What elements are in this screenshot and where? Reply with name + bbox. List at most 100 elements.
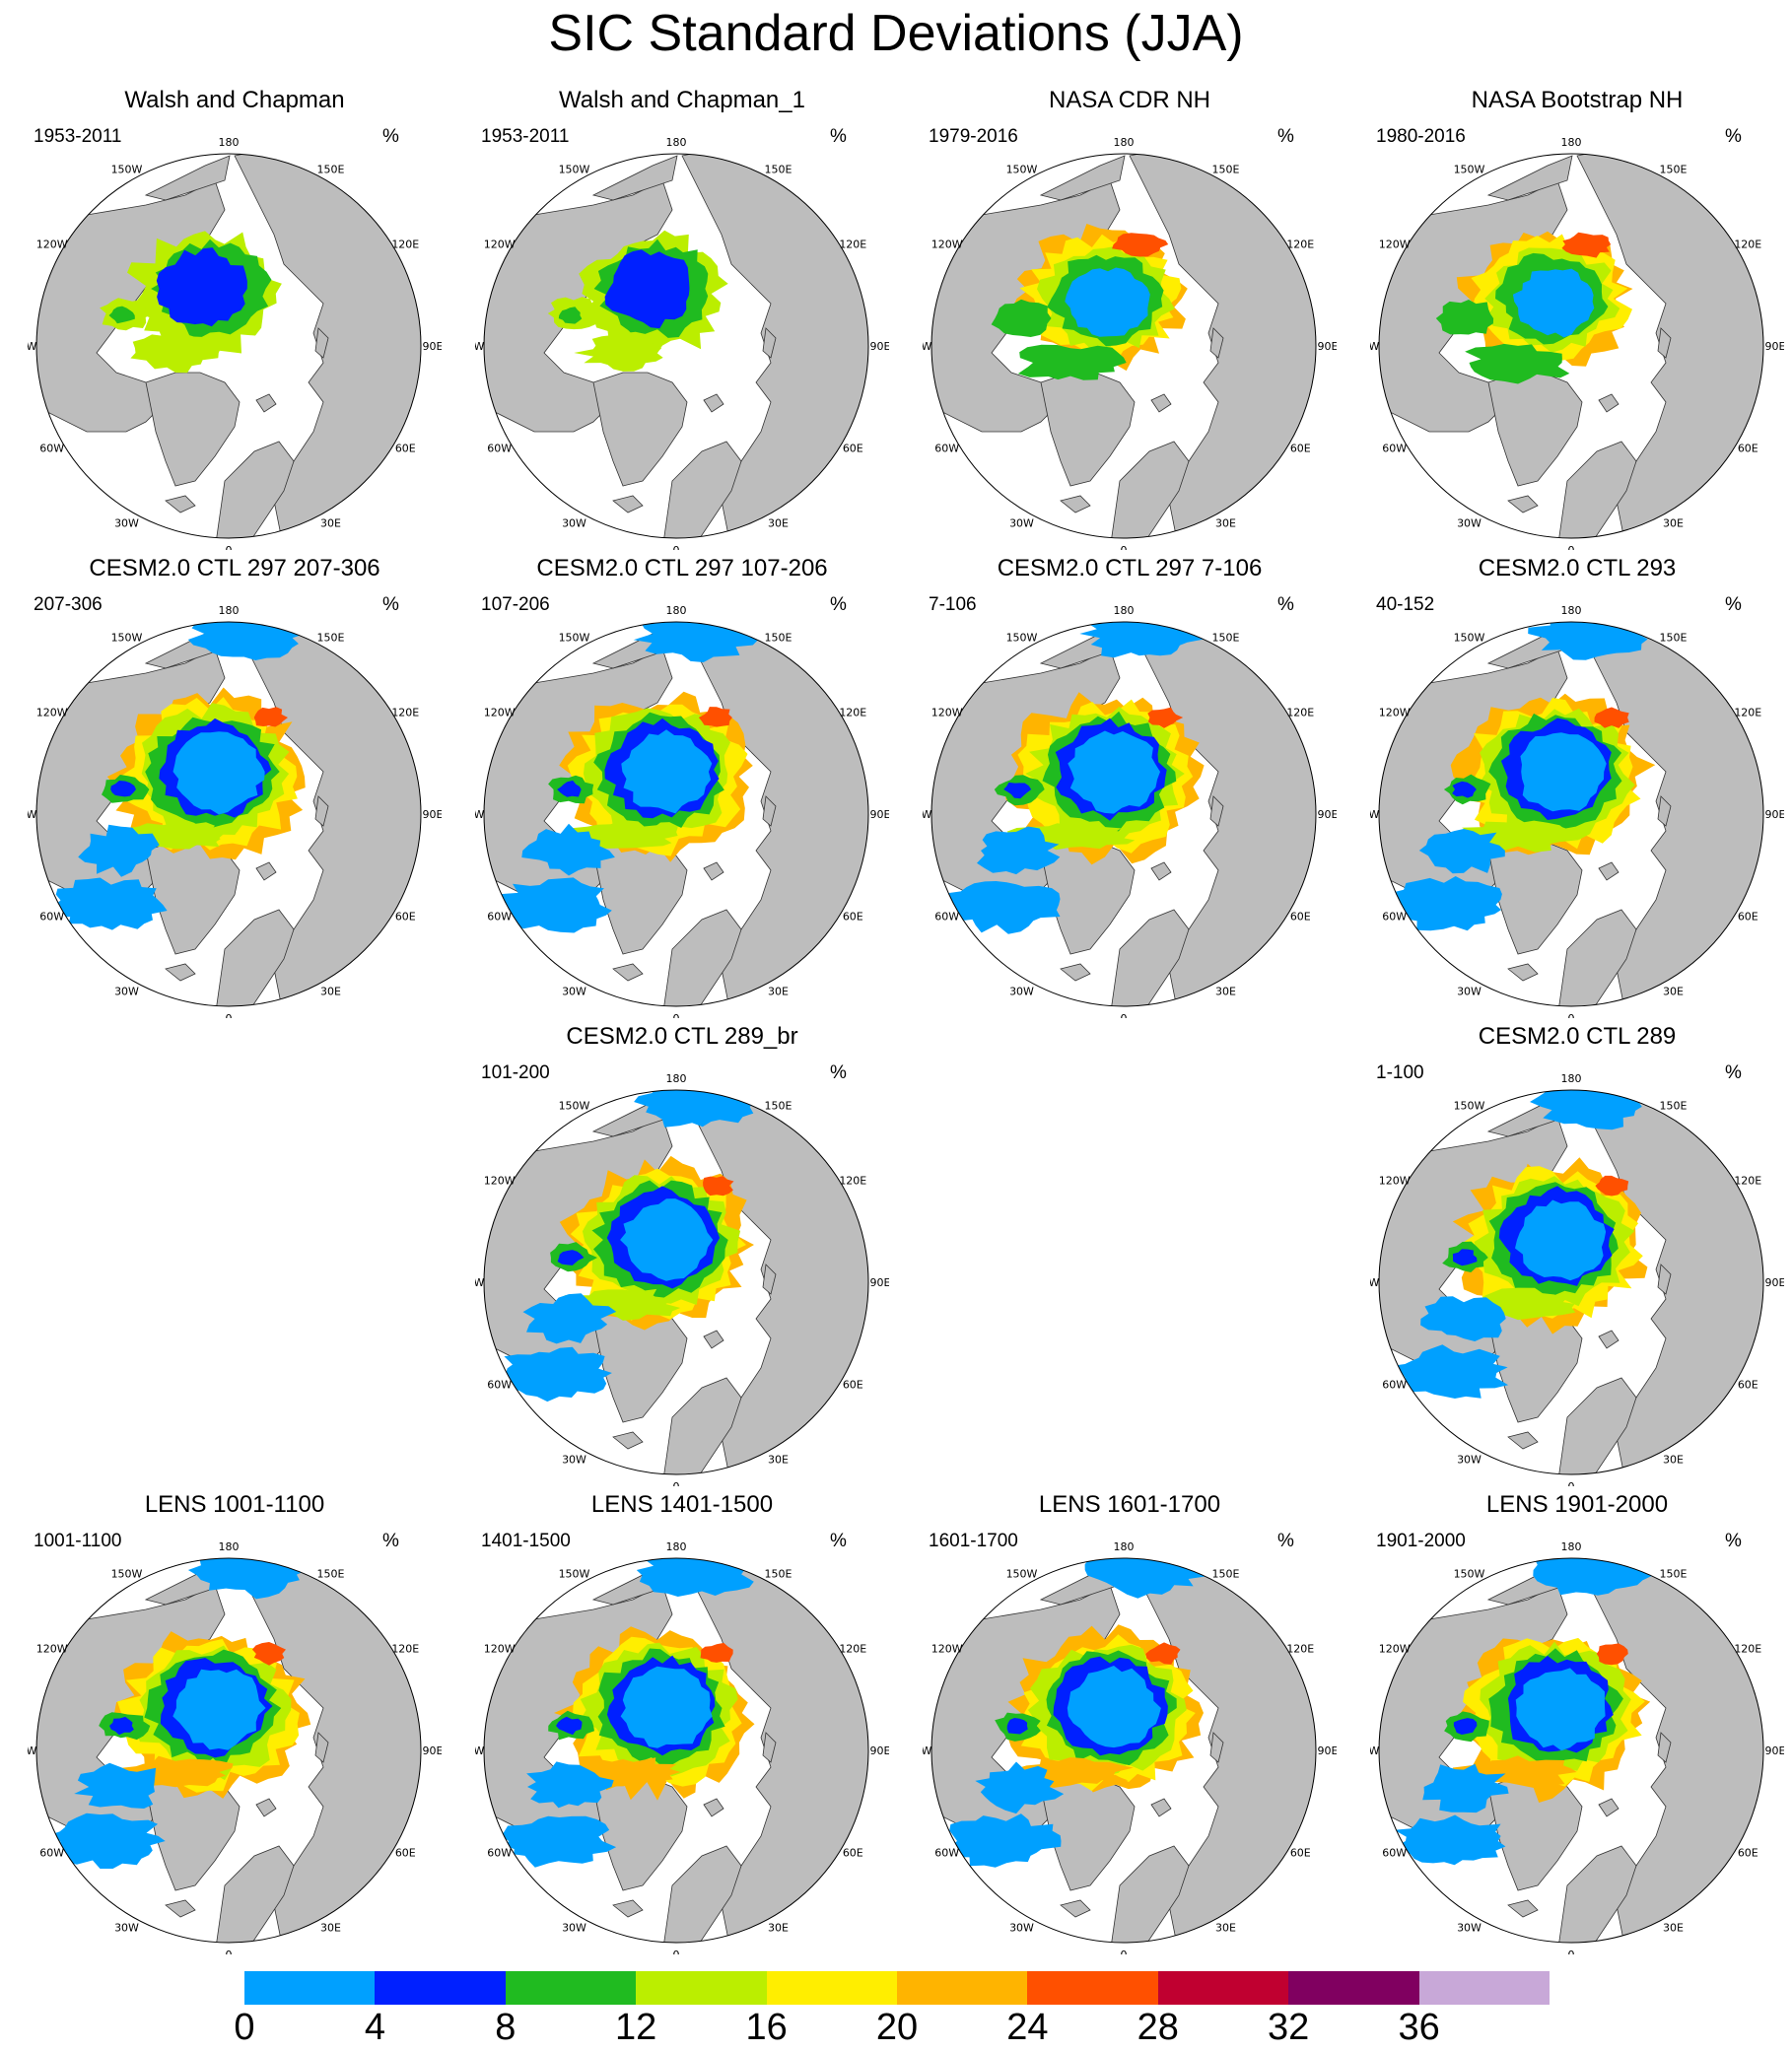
- colorbar-bin: [1027, 1971, 1158, 2005]
- longitude-label: 120W: [1379, 239, 1411, 251]
- longitude-label: 0: [673, 1949, 680, 1954]
- polar-map: 180 150E 120E 90E 60E 30E 0 30W 60W 90W 120W 150W: [1370, 1540, 1784, 1954]
- longitude-label: 120W: [484, 707, 516, 719]
- longitude-label: 90W: [475, 1276, 485, 1289]
- longitude-label: 90E: [870, 1276, 889, 1289]
- longitude-label: 30E: [1215, 985, 1236, 997]
- map-panel: CESM2.0 CTL 297 7-106 7-106% 180 150E 120E 90…: [923, 555, 1337, 1018]
- longitude-label: 150W: [1454, 164, 1485, 176]
- longitude-label: 60W: [1382, 443, 1407, 455]
- panel-period: 1401-1500: [481, 1531, 571, 1551]
- longitude-label: 120E: [391, 239, 419, 251]
- longitude-label: 150W: [111, 632, 143, 645]
- land: [762, 1732, 777, 1763]
- panel-period: 7-106: [929, 594, 977, 615]
- longitude-label: 180: [1114, 604, 1135, 617]
- land: [612, 495, 644, 513]
- longitude-label: 30E: [320, 516, 341, 529]
- longitude-label: 60W: [39, 1847, 64, 1860]
- longitude-label: 150E: [765, 164, 793, 176]
- longitude-label: 90W: [923, 1744, 932, 1757]
- longitude-label: 120E: [1734, 1175, 1761, 1188]
- longitude-label: 180: [1561, 1072, 1582, 1085]
- longitude-label: 120E: [839, 1643, 866, 1656]
- land: [1657, 327, 1672, 359]
- polar-map: 180 150E 120E 90E 60E 30E 0 30W 60W 90W 120W 150W: [1370, 136, 1784, 550]
- longitude-label: 30W: [562, 516, 586, 529]
- longitude-label: 90E: [870, 1744, 889, 1757]
- longitude-label: 30E: [1663, 516, 1684, 529]
- longitude-label: 60W: [487, 443, 512, 455]
- longitude-label: 30E: [1663, 985, 1684, 997]
- longitude-label: 0: [673, 1480, 680, 1486]
- longitude-label: 150E: [317, 632, 345, 645]
- colorbar-level-label: 8: [495, 2007, 517, 2048]
- panel-unit: %: [830, 1062, 847, 1083]
- longitude-label: 180: [219, 604, 240, 617]
- longitude-label: 60W: [487, 911, 512, 923]
- panel-unit: %: [1277, 126, 1294, 147]
- longitude-label: 90W: [475, 1744, 485, 1757]
- panel-unit: %: [1725, 1062, 1742, 1083]
- longitude-label: 60W: [487, 1379, 512, 1392]
- panel-title: CESM2.0 CTL 289: [1478, 1023, 1677, 1050]
- longitude-label: 0: [226, 544, 233, 550]
- longitude-label: 90W: [475, 340, 485, 353]
- longitude-label: 150E: [1212, 1568, 1240, 1581]
- longitude-label: 90E: [423, 340, 442, 353]
- longitude-label: 0: [673, 1012, 680, 1018]
- longitude-label: 120E: [1286, 239, 1314, 251]
- longitude-label: 90E: [423, 1744, 442, 1757]
- panel-period: 1901-2000: [1376, 1531, 1466, 1551]
- longitude-label: 150E: [765, 1100, 793, 1113]
- longitude-label: 0: [1568, 1012, 1575, 1018]
- longitude-label: 30E: [768, 985, 789, 997]
- longitude-label: 120E: [391, 1643, 419, 1656]
- map-panel: Walsh and Chapman_1 1953-2011% 180 150E 120E…: [475, 87, 889, 550]
- longitude-label: 60E: [1290, 1847, 1311, 1860]
- longitude-label: 150W: [559, 1100, 590, 1113]
- longitude-label: 150W: [1454, 1100, 1485, 1113]
- longitude-label: 150E: [1212, 632, 1240, 645]
- longitude-label: 60W: [39, 443, 64, 455]
- land: [314, 795, 329, 827]
- colorbar: [244, 1971, 1550, 2005]
- longitude-label: 180: [666, 604, 687, 617]
- land: [1150, 861, 1172, 881]
- colorbar-level-label: 28: [1137, 2007, 1179, 2048]
- land: [612, 1899, 644, 1918]
- land: [1556, 1377, 1637, 1474]
- longitude-label: 30W: [562, 1453, 586, 1466]
- longitude-label: 180: [1114, 136, 1135, 149]
- polar-map: 180 150E 120E 90E 60E 30E 0 30W 60W 90W 120W 150W: [28, 604, 442, 1018]
- colorbar-bin: [766, 1971, 897, 2005]
- panel-title: LENS 1901-2000: [1485, 1491, 1669, 1518]
- land: [1507, 495, 1539, 513]
- land: [255, 393, 277, 413]
- map-panel: LENS 1001-1100 1001-1100% 180 150E 120E 90E 60…: [28, 1491, 442, 1954]
- land: [1109, 1845, 1190, 1943]
- longitude-label: 30W: [1009, 516, 1034, 529]
- land: [1657, 795, 1672, 827]
- longitude-label: 120E: [1734, 239, 1761, 251]
- polar-map: 180 150E 120E 90E 60E 30E 0 30W 60W 90W 120W 150W: [475, 1072, 889, 1486]
- longitude-label: 120E: [1286, 707, 1314, 719]
- longitude-label: 150W: [1006, 632, 1038, 645]
- panel-unit: %: [1277, 1531, 1294, 1551]
- longitude-label: 90W: [923, 340, 932, 353]
- longitude-label: 60E: [395, 443, 416, 455]
- land: [1598, 1330, 1620, 1349]
- longitude-label: 0: [673, 544, 680, 550]
- colorbar-bin: [375, 1971, 506, 2005]
- longitude-label: 60W: [1382, 1847, 1407, 1860]
- panel-unit: %: [1277, 594, 1294, 615]
- map-panel: LENS 1601-1700 1601-1700% 180 150E 120E 90E 60…: [923, 1491, 1337, 1954]
- longitude-label: 150W: [559, 164, 590, 176]
- land: [145, 372, 241, 487]
- land: [1486, 155, 1573, 201]
- longitude-label: 150E: [765, 1568, 793, 1581]
- longitude-label: 90W: [28, 340, 37, 353]
- longitude-label: 60W: [1382, 911, 1407, 923]
- panel-title: CESM2.0 CTL 297 107-206: [536, 555, 828, 581]
- longitude-label: 90E: [1318, 808, 1337, 821]
